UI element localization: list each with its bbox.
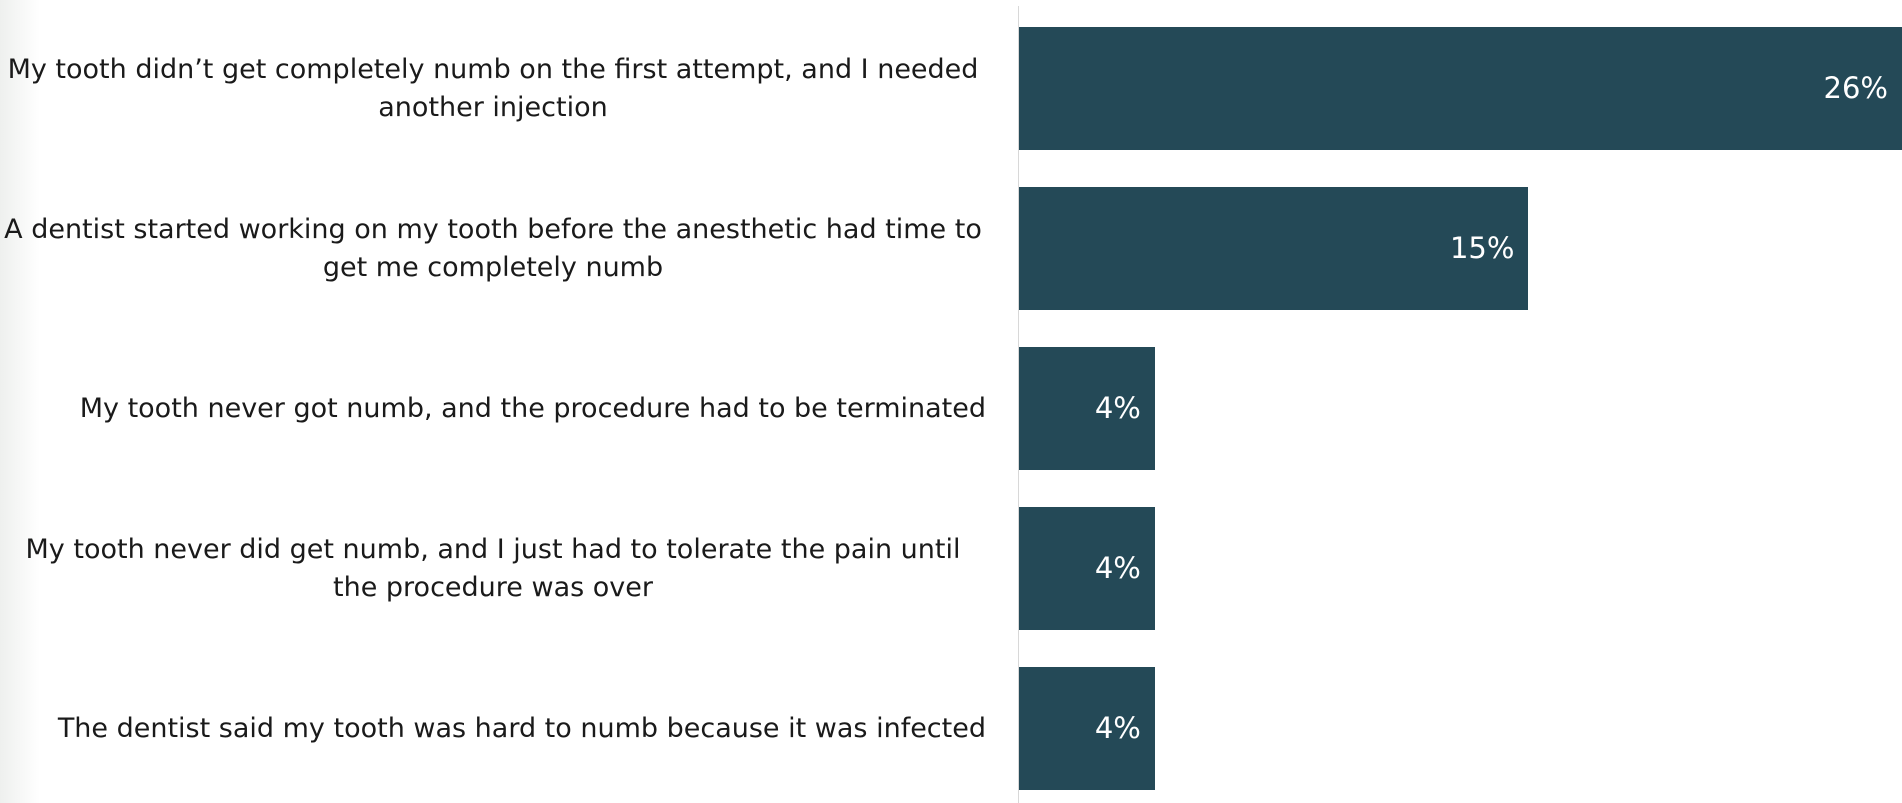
value-label: 15% — [1449, 230, 1515, 265]
category-label: A dentist started working on my tooth be… — [0, 187, 986, 310]
category-text: The dentist said my tooth was hard to nu… — [57, 712, 986, 744]
category-label: My tooth never got numb, and the procedu… — [0, 347, 986, 470]
category-text: A dentist started working on my tooth be… — [4, 213, 982, 283]
category-label: My tooth never did get numb, and I just … — [0, 507, 986, 630]
value-label: 4% — [1094, 710, 1141, 745]
bar — [1019, 507, 1155, 630]
category-text: My tooth never got numb, and the procedu… — [79, 392, 986, 424]
category-label: The dentist said my tooth was hard to nu… — [0, 667, 986, 790]
value-label: 26% — [1823, 70, 1888, 105]
bar — [1019, 27, 1902, 150]
category-label: My tooth didn’t get completely numb on t… — [0, 27, 986, 150]
bar — [1019, 667, 1155, 790]
value-label: 4% — [1094, 550, 1141, 585]
value-label: 4% — [1094, 390, 1141, 425]
axis-line — [1018, 6, 1019, 803]
category-text: My tooth didn’t get completely numb on t… — [7, 53, 979, 123]
bar — [1019, 187, 1529, 310]
category-text: My tooth never did get numb, and I just … — [25, 533, 961, 603]
bar — [1019, 347, 1155, 470]
